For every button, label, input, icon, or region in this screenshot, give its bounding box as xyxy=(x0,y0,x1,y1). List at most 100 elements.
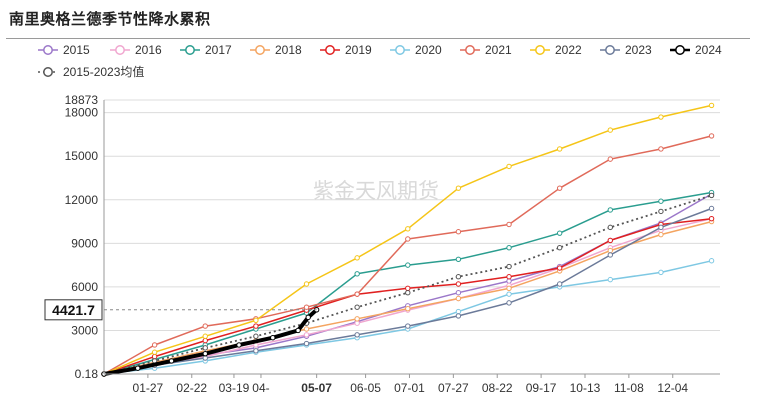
legend-2020-item[interactable]: 2020 xyxy=(390,43,442,57)
x-tick-label: 04- xyxy=(252,381,269,395)
series-2022-point xyxy=(202,333,208,339)
legend-2024-item[interactable]: 2024 xyxy=(670,43,722,57)
series-2021-point xyxy=(455,229,462,235)
x-axis: 01-27 02-22 03-19 04- 05-07 06-05 07-01 07-27 08… xyxy=(104,373,720,395)
series-2024-point xyxy=(135,365,141,371)
legend-2021-marker xyxy=(465,45,475,55)
series-2023-point xyxy=(202,355,208,361)
legend-2018-item[interactable]: 2018 xyxy=(250,43,302,57)
x-tick-label: 06-05 xyxy=(350,381,381,395)
series-2023-point xyxy=(506,300,512,306)
legend-2017-item[interactable]: 2017 xyxy=(180,43,232,57)
series-2021-point xyxy=(303,304,310,310)
series-2015-line xyxy=(103,193,712,375)
series-2023-point xyxy=(455,313,462,319)
series-2022-point xyxy=(405,226,411,232)
series-2024-point xyxy=(202,350,208,357)
legend-2022-item[interactable]: 2022 xyxy=(530,43,582,57)
series-2022-point xyxy=(303,281,310,287)
series-2022-point xyxy=(658,114,664,120)
y-tick-label: 15000 xyxy=(65,149,99,163)
series-2018-point xyxy=(506,285,512,292)
series-2022-point xyxy=(253,317,259,323)
watermark: 紫金天风期货 xyxy=(313,179,439,203)
series-2022-point xyxy=(607,127,614,133)
pointer-value-label: 4421.7 xyxy=(52,302,95,318)
series-2023-point xyxy=(708,205,715,212)
series-2023-point xyxy=(253,348,259,354)
series-2019-point xyxy=(708,215,715,222)
series-2019-point xyxy=(151,353,158,360)
series-2023-point xyxy=(556,281,563,287)
series-2023-point xyxy=(405,323,411,329)
legend-average-label: 2015-2023均值 xyxy=(63,64,144,79)
legend-2019-marker xyxy=(325,45,335,55)
x-tick-label: 08-22 xyxy=(482,381,513,395)
y-tick-label: 0.18 xyxy=(75,367,99,381)
series-2017-point xyxy=(405,262,411,268)
legend-2019-label: 2019 xyxy=(345,43,372,57)
series-average-point xyxy=(202,345,208,351)
legend-2020-label: 2020 xyxy=(415,43,442,57)
legend-2023-item[interactable]: 2023 xyxy=(600,43,652,57)
series-2022-point xyxy=(151,349,158,355)
series-average-point xyxy=(658,208,664,215)
series-2019-line xyxy=(103,217,712,375)
series-average-point xyxy=(607,224,614,231)
series-2021 xyxy=(101,133,715,377)
series-2024-point xyxy=(270,335,276,341)
series-2021-point xyxy=(354,291,360,297)
x-tick-label: 12-04 xyxy=(657,381,688,395)
series-2019-point xyxy=(202,337,208,344)
x-tick-label: 02-22 xyxy=(176,381,207,395)
series-2021-line xyxy=(103,135,712,375)
series-2021-point xyxy=(607,156,614,162)
legend-2016-item[interactable]: 2016 xyxy=(110,43,162,57)
series-2020-point xyxy=(708,258,715,264)
legend-2021-item[interactable]: 2021 xyxy=(460,43,512,57)
series-2016-line xyxy=(103,217,712,375)
x-tick-label: 07-01 xyxy=(394,381,425,395)
y-tick-label: 6000 xyxy=(71,280,98,294)
series-2015-point xyxy=(455,290,462,296)
series-2022-point xyxy=(506,163,512,170)
series-2022-point xyxy=(556,146,563,152)
series-2021-point xyxy=(506,221,512,228)
series-2019-point xyxy=(405,285,411,292)
title-divider xyxy=(6,38,750,39)
legend-2024-label: 2024 xyxy=(695,43,722,57)
legend-2016-label: 2016 xyxy=(135,43,162,57)
legend-2015-label: 2015 xyxy=(63,43,90,57)
y-tick-label: 9000 xyxy=(71,236,98,250)
series-2023-point xyxy=(658,224,664,231)
x-tick-label: 01-27 xyxy=(133,381,164,395)
series-2017-point xyxy=(658,198,664,204)
series-2023-point xyxy=(607,252,614,258)
chart-title: 南里奥格兰德季节性降水累积 xyxy=(9,10,211,28)
series-2022-point xyxy=(708,102,715,109)
legend-2015-marker xyxy=(43,45,53,55)
x-tick-label: 10-13 xyxy=(570,381,601,395)
series-2019-point xyxy=(253,323,259,329)
series-2020-point xyxy=(658,269,664,276)
series-2020-point xyxy=(607,276,614,283)
series-average xyxy=(101,192,715,377)
x-tick-label: 03-19 xyxy=(219,381,250,395)
series-2018-point xyxy=(607,247,614,254)
series-2019-point xyxy=(506,274,512,280)
series-2017-point xyxy=(354,271,360,277)
legend-2018-marker xyxy=(255,45,265,55)
series-2018-point xyxy=(455,295,462,302)
series-2024-point xyxy=(305,314,311,321)
series-2016-point xyxy=(354,320,360,326)
legend-2019-item[interactable]: 2019 xyxy=(320,43,372,57)
series-2021-point xyxy=(202,323,208,329)
legend-2015-item[interactable]: 2015 xyxy=(38,43,90,57)
series-2020-point xyxy=(455,308,462,315)
series-2018-point xyxy=(354,316,360,322)
series-average-point xyxy=(455,274,462,280)
legend-average-item[interactable]: 2015-2023均值 xyxy=(38,64,144,79)
series-2023-point xyxy=(354,332,360,338)
series-2018-point xyxy=(303,326,310,332)
series-average-point xyxy=(354,304,360,310)
